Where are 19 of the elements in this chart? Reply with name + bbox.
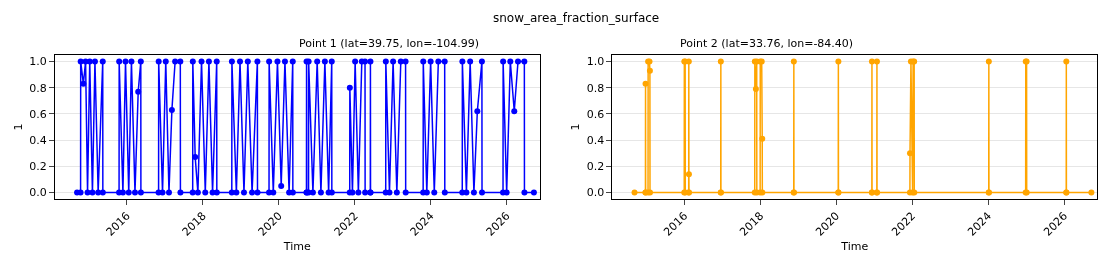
y-tick-label: 0.2 (29, 160, 47, 174)
y-tick-label: 0.8 (586, 81, 605, 95)
y-axis-title: 1 (11, 123, 25, 131)
y-tick-label: 1.0 (586, 55, 605, 69)
chart-title: Point 1 (lat=39.75, lon=-104.99) (299, 37, 480, 50)
y-tick-label: 0.4 (29, 133, 47, 147)
y-tick-label: 0.6 (586, 107, 605, 121)
y-tick-label: 0.4 (586, 133, 605, 147)
y-tick-label: 0.0 (586, 186, 605, 200)
y-tick-label: 0.0 (29, 186, 47, 200)
y-tick-label: 1.0 (29, 55, 47, 69)
y-tick-label: 0.2 (586, 160, 605, 174)
y-tick-label: 0.8 (29, 81, 47, 95)
chart-title: Point 2 (lat=33.76, lon=-84.40) (680, 37, 854, 50)
y-axis-title: 1 (569, 123, 583, 131)
y-tick-label: 0.6 (29, 107, 47, 121)
x-axis-title: Time (840, 239, 869, 253)
text: snow_area_fraction_surface (493, 11, 660, 25)
x-axis-title: Time (282, 239, 311, 253)
